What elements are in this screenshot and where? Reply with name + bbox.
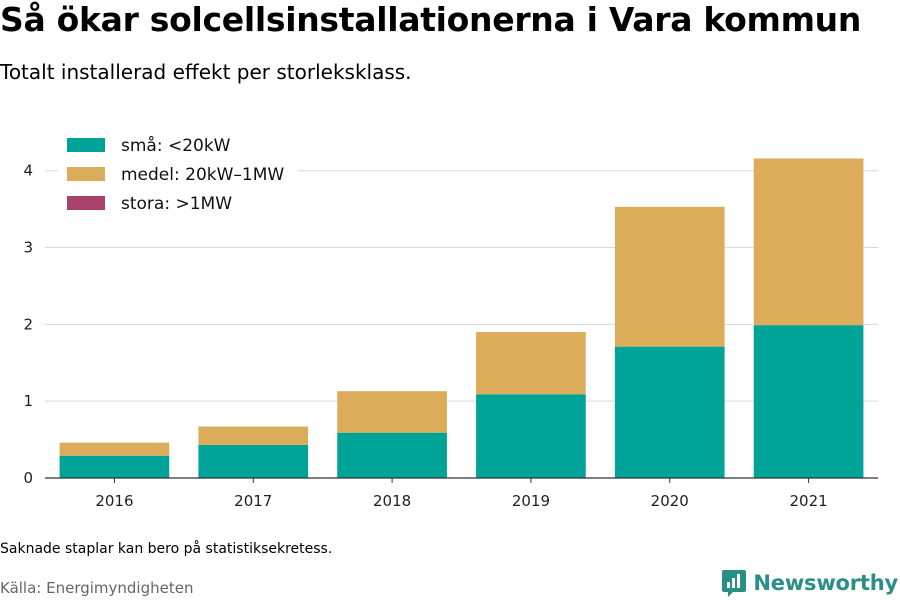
y-tick-label: 2 (23, 315, 33, 333)
bar-segment (614, 206, 725, 347)
y-tick-label: 1 (23, 392, 33, 410)
bar-segment (476, 332, 586, 395)
chart-title: Så ökar solcellsinstallationerna i Vara … (0, 0, 862, 39)
bar-segment (753, 158, 864, 326)
bars (59, 158, 864, 478)
newsworthy-logo-icon (722, 570, 747, 597)
x-tick-label: 2016 (95, 492, 133, 510)
x-tick-label: 2019 (512, 492, 550, 510)
legend-swatch (67, 138, 105, 152)
footnote: Saknade staplar kan bero på statistiksek… (0, 541, 333, 557)
legend-swatch (67, 167, 105, 181)
bar-segment (59, 442, 170, 456)
legend-label: medel: 20kW–1MW (121, 165, 284, 185)
x-tick-label: 2020 (651, 492, 689, 510)
legend-swatch (67, 196, 105, 210)
bar-segment (198, 426, 309, 445)
chart-subtitle: Totalt installerad effekt per storlekskl… (0, 60, 412, 84)
axes: 0 1 2 3 4 2016 2017 2018 2019 2020 2021 (23, 162, 878, 510)
legend-label: små: <20kW (121, 135, 231, 156)
newsworthy-logo[interactable]: Newsworthy (721, 568, 898, 598)
bar-segment (476, 394, 586, 478)
bar-segment (614, 346, 725, 478)
bar-segment (753, 325, 864, 478)
legend-label: stora: >1MW (121, 194, 232, 214)
y-tick-label: 3 (23, 239, 33, 257)
x-tick-label: 2017 (234, 492, 272, 510)
x-tick-label: 2021 (789, 492, 827, 510)
bar-segment (198, 444, 309, 478)
source-label: Källa: Energimyndigheten (0, 579, 194, 597)
bar-segment (59, 455, 170, 478)
logo-text: Newsworthy (753, 571, 898, 595)
x-tick-label: 2018 (373, 492, 411, 510)
y-tick-label: 4 (23, 162, 33, 180)
bar-segment (337, 391, 447, 433)
y-tick-label: 0 (23, 469, 33, 487)
bar-segment (337, 432, 447, 478)
legend[interactable]: små: <20kW medel: 20kW–1MW stora: >1MW (58, 130, 298, 220)
